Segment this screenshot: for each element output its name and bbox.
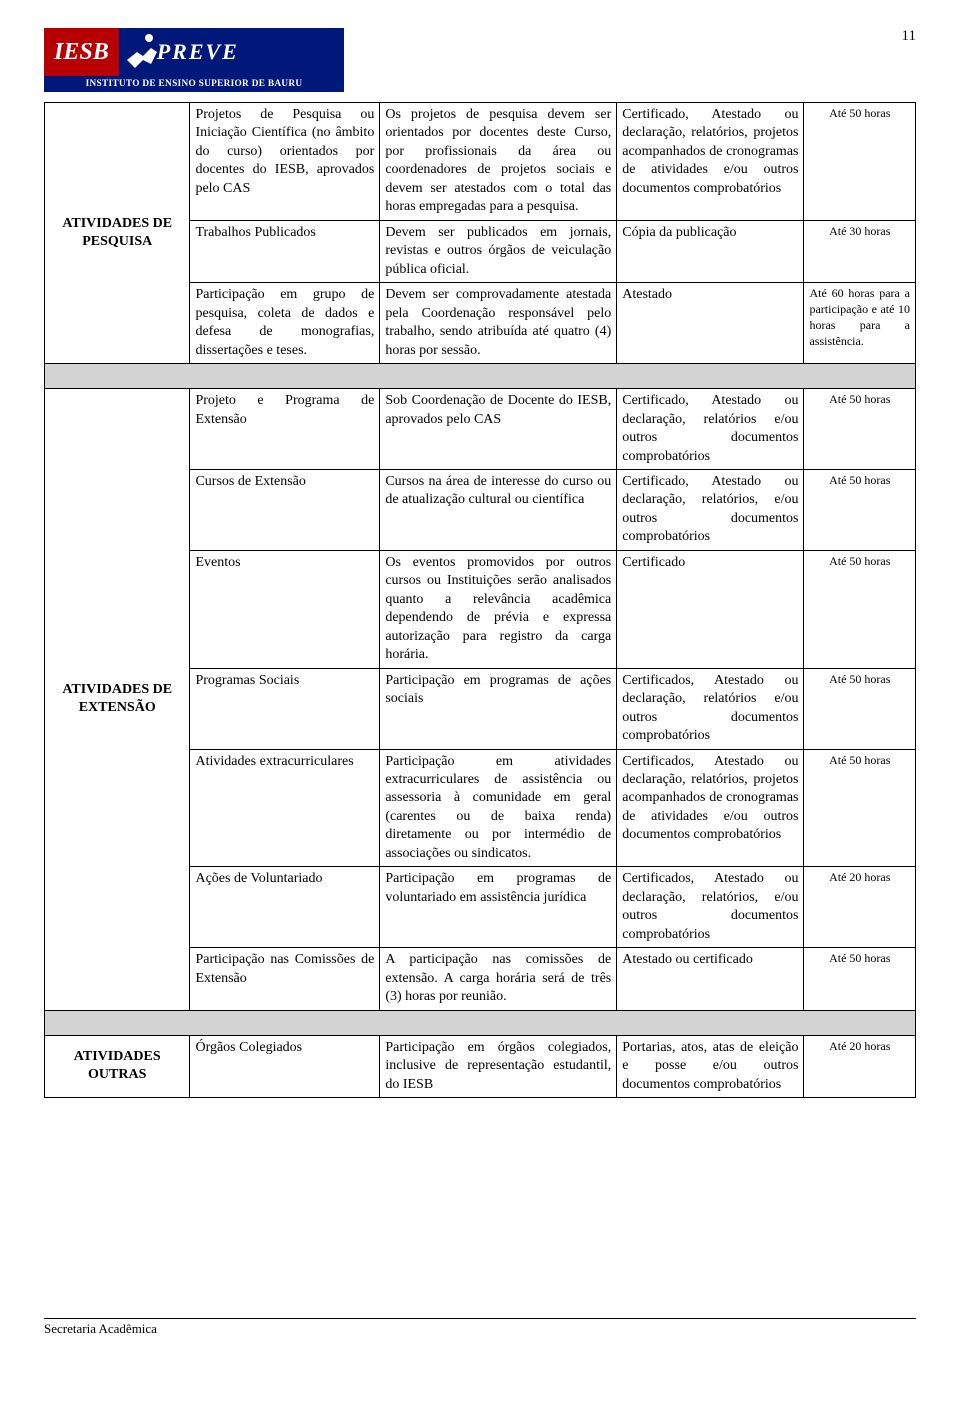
table-row: ATIVIDADES DE PESQUISA Projetos de Pesqu… [45,103,916,221]
cell: Projeto e Programa de Extensão [190,389,380,470]
cell: Certificados, Atestado ou declaração, re… [617,867,804,948]
cell: Programas Sociais [190,668,380,749]
cell: Até 50 horas [804,749,916,867]
activities-table: ATIVIDADES DE PESQUISA Projetos de Pesqu… [44,102,916,1098]
section-separator [45,1010,916,1035]
cell: Até 30 horas [804,220,916,282]
logo-iesb: IESB [44,28,119,76]
cell: Portarias, atos, atas de eleição e posse… [617,1035,804,1097]
cell: Certificados, Atestado ou declaração, re… [617,749,804,867]
cell: Atestado ou certificado [617,948,804,1010]
section-separator [45,364,916,389]
cell: Até 20 horas [804,867,916,948]
cell: Participação nas Comissões de Extensão [190,948,380,1010]
cell: Atividades extracurriculares [190,749,380,867]
section-label-outras: ATIVIDADES OUTRAS [45,1035,190,1097]
cell: Até 50 horas [804,550,916,668]
logo-block: IESB PREVE INSTITUTO DE ENSINO SUPERIOR … [44,28,344,92]
cell: Trabalhos Publicados [190,220,380,282]
cell: Eventos [190,550,380,668]
runner-icon [121,30,165,74]
cell: Projetos de Pesquisa ou Iniciação Cientí… [190,103,380,221]
section-label-pesquisa: ATIVIDADES DE PESQUISA [45,103,190,364]
cell: Cópia da publicação [617,220,804,282]
cell: A participação nas comissões de extensão… [380,948,617,1010]
cell: Até 50 horas [804,469,916,550]
cell: Certificado [617,550,804,668]
logo-top: IESB PREVE [44,28,344,76]
cell: Participação em programas de ações socia… [380,668,617,749]
cell: Devem ser comprovadamente atestada pela … [380,283,617,364]
cell: Até 20 horas [804,1035,916,1097]
cell: Até 50 horas [804,103,916,221]
cell: Devem ser publicados em jornais, revista… [380,220,617,282]
cell: Cursos na área de interesse do curso ou … [380,469,617,550]
logo-preve: PREVE [157,39,239,65]
cell: Certificado, Atestado ou declaração, rel… [617,103,804,221]
section-label-extensao: ATIVIDADES DE EXTENSÃO [45,389,190,1011]
cell: Certificado, Atestado ou declaração, rel… [617,469,804,550]
cell: Participação em atividades extracurricul… [380,749,617,867]
cell: Atestado [617,283,804,364]
cell: Certificados, Atestado ou declaração, re… [617,668,804,749]
cell: Cursos de Extensão [190,469,380,550]
cell: Participação em órgãos colegiados, inclu… [380,1035,617,1097]
cell: Os eventos promovidos por outros cursos … [380,550,617,668]
table-row: ATIVIDADES OUTRAS Órgãos Colegiados Part… [45,1035,916,1097]
page-number: 11 [902,28,916,45]
cell: Órgãos Colegiados [190,1035,380,1097]
cell: Participação em programas de voluntariad… [380,867,617,948]
logo-subtitle: INSTITUTO DE ENSINO SUPERIOR DE BAURU [44,76,344,92]
cell: Até 60 horas para a participação e até 1… [804,283,916,364]
cell: Até 50 horas [804,668,916,749]
cell: Certificado, Atestado ou declaração, rel… [617,389,804,470]
cell: Os projetos de pesquisa devem ser orient… [380,103,617,221]
cell: Sob Coordenação de Docente do IESB, apro… [380,389,617,470]
cell: Participação em grupo de pesquisa, colet… [190,283,380,364]
page-header: IESB PREVE INSTITUTO DE ENSINO SUPERIOR … [44,28,916,92]
table-row: ATIVIDADES DE EXTENSÃO Projeto e Program… [45,389,916,470]
cell: Ações de Voluntariado [190,867,380,948]
cell: Até 50 horas [804,948,916,1010]
logo-preve-wrap: PREVE [119,28,344,76]
page: IESB PREVE INSTITUTO DE ENSINO SUPERIOR … [0,0,960,1397]
footer: Secretaria Acadêmica [44,1318,916,1337]
cell: Até 50 horas [804,389,916,470]
